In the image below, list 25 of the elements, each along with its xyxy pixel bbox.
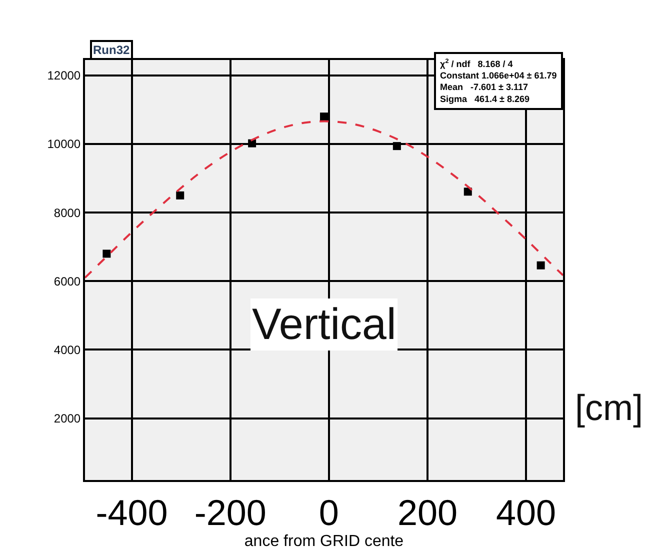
point [102, 250, 111, 258]
annotation: Sigma 461.4 ± 8.269 [440, 94, 530, 104]
text: [cm] [575, 387, 643, 428]
x-tick-label: 0 [318, 492, 339, 534]
y-tick-label: 6000 [54, 274, 81, 288]
annotation: Vertical [252, 300, 396, 349]
point [392, 142, 401, 150]
point [248, 139, 256, 148]
y-tick-label: 2000 [54, 411, 81, 426]
text: Run32 [93, 43, 130, 57]
x-tick-label: 200 [397, 492, 458, 534]
annotation: Mean -7.601 ± 3.117 [440, 82, 528, 92]
point [536, 261, 545, 270]
y-tick-label: 12000 [47, 68, 81, 83]
annotation: χ$^{2}$ / ndf 8.168 / 4 [440, 58, 513, 69]
y-tick-label: 4000 [54, 342, 81, 357]
point [176, 191, 184, 200]
y-tick-label: 10000 [47, 137, 81, 152]
x-tick-label: -400 [96, 492, 168, 534]
point [320, 112, 328, 121]
x-tick-label: 400 [496, 492, 556, 534]
y-tick-label: 8000 [54, 206, 81, 220]
x-axis-title: ance from GRID cente [244, 533, 404, 550]
x-tick-label: -200 [194, 492, 266, 534]
annotation: Constant 1.066e+04 ± 61.79 [440, 70, 557, 80]
